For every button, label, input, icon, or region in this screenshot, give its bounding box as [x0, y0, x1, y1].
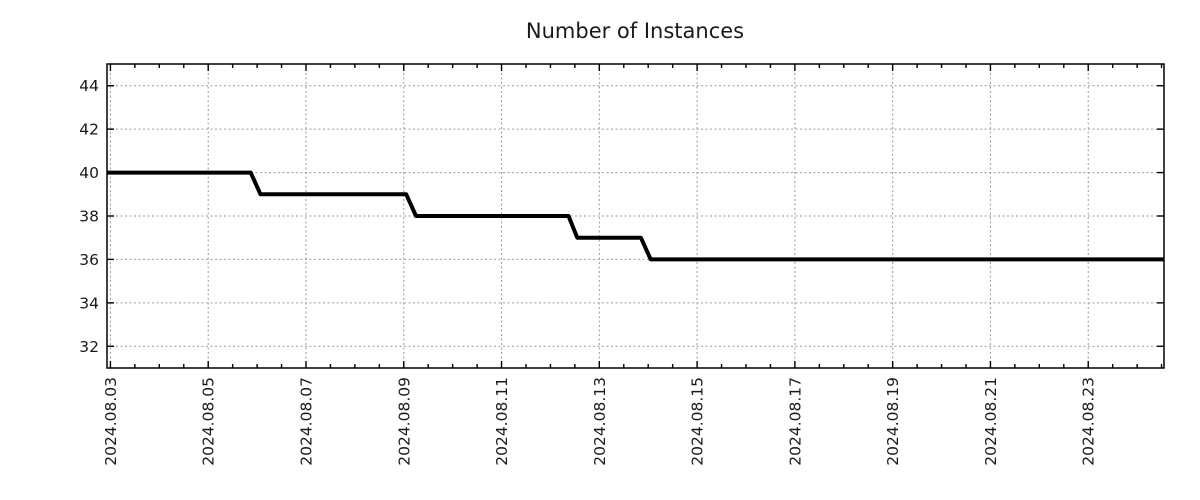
y-tick-label: 36: [79, 251, 99, 269]
x-tick-label: 2024.08.21: [982, 377, 1000, 466]
x-tick-label: 2024.08.17: [786, 377, 804, 466]
x-tick-label: 2024.08.05: [200, 377, 218, 466]
y-tick-label: 44: [79, 77, 99, 95]
x-tick-label: 2024.08.23: [1080, 377, 1098, 466]
x-tick-label: 2024.08.13: [591, 377, 609, 466]
y-tick-label: 32: [79, 338, 99, 356]
x-tick-label: 2024.08.03: [102, 377, 120, 466]
data-line-instances: [107, 170, 1164, 262]
x-tick-label: 2024.08.19: [884, 377, 902, 466]
y-tick-label: 40: [79, 164, 99, 182]
x-tick-label: 2024.08.11: [493, 377, 511, 466]
x-tick-label: 2024.08.15: [689, 377, 707, 466]
chart-title: Number of Instances: [526, 19, 744, 43]
x-tick-label: 2024.08.09: [395, 377, 413, 466]
y-tick-label: 38: [79, 208, 99, 226]
x-tick-label: 2024.08.07: [297, 377, 315, 466]
y-tick-label: 42: [79, 121, 99, 139]
y-tick-label: 34: [79, 294, 99, 312]
plot-area: 32 34 36 38 40 42 44 2024.08.03 2024.08.05 2024.0…: [79, 63, 1165, 466]
